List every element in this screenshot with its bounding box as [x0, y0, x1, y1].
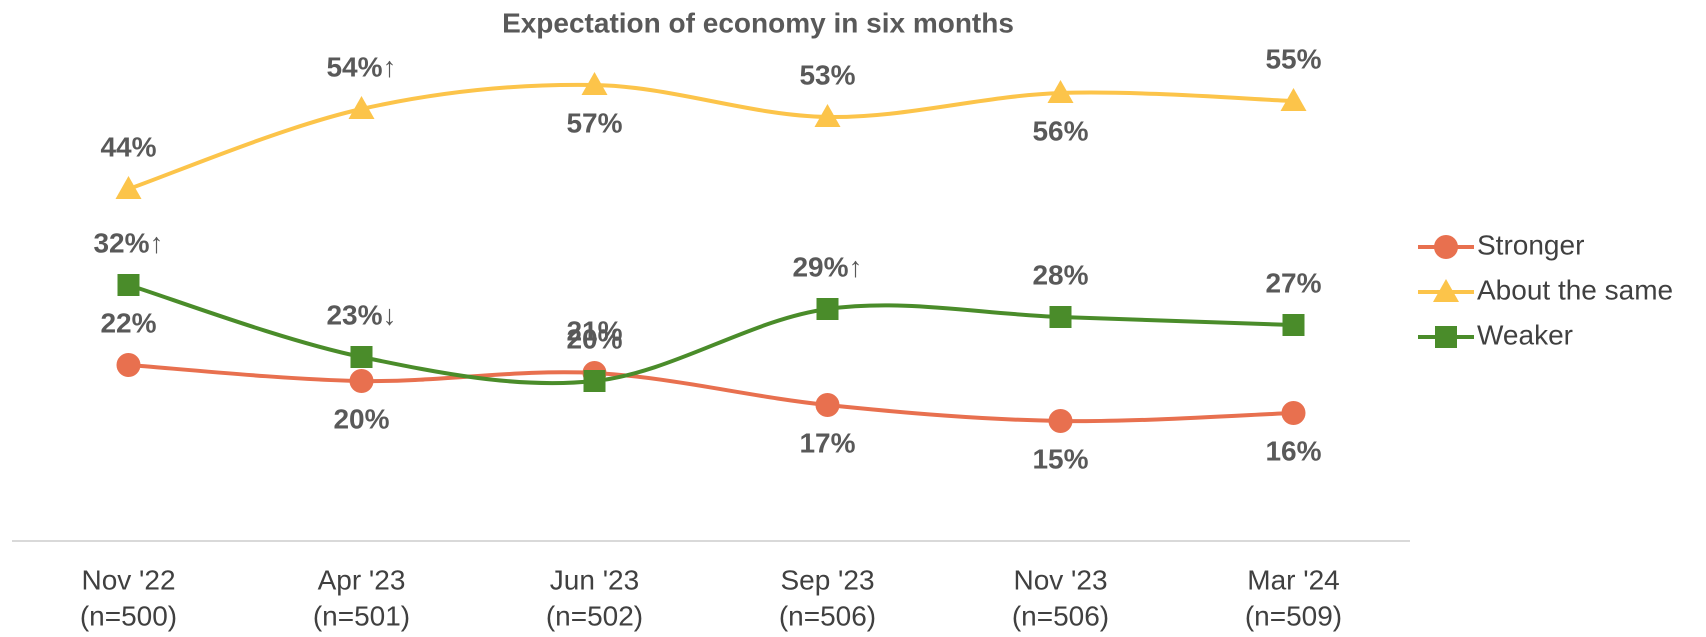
data-point [815, 393, 840, 417]
x-tick-sublabel: (n=501) [313, 600, 410, 631]
data-point [1047, 80, 1074, 103]
data-label: 28% [1032, 259, 1088, 290]
data-label: 27% [1265, 267, 1321, 298]
x-tick-sublabel: (n=502) [546, 600, 643, 631]
x-tick-label: Sep '23 [780, 564, 874, 595]
data-label: 29%↑ [792, 251, 862, 282]
data-label: 57% [566, 107, 622, 138]
legend-label: About the same [1477, 274, 1673, 305]
data-point [116, 353, 141, 377]
data-point [1282, 314, 1305, 336]
data-label: 16% [1265, 435, 1321, 466]
data-label: 15% [1032, 443, 1088, 474]
data-point [348, 96, 375, 119]
data-label: 54%↑ [326, 51, 396, 82]
data-label: 21% [566, 315, 622, 346]
legend-label: Weaker [1477, 319, 1573, 350]
data-label: 56% [1032, 115, 1088, 146]
chart-title: Expectation of economy in six months [502, 7, 1014, 38]
data-point [1280, 88, 1307, 111]
data-point [117, 274, 140, 296]
legend-marker [1433, 279, 1459, 302]
data-point [115, 176, 142, 199]
data-label: 20% [566, 323, 622, 354]
series-line [127, 82, 1294, 191]
data-label: 22% [100, 307, 156, 338]
series-line [127, 283, 1294, 386]
legend-marker [1435, 326, 1457, 348]
data-point [1049, 306, 1072, 328]
data-label: 55% [1265, 43, 1321, 74]
legend-label: Stronger [1477, 229, 1584, 260]
x-tick-label: Nov '23 [1013, 564, 1107, 595]
x-tick-sublabel: (n=506) [779, 600, 876, 631]
legend-marker [1434, 235, 1458, 259]
x-tick-label: Apr '23 [318, 564, 406, 595]
x-tick-sublabel: (n=500) [80, 600, 177, 631]
data-label: 17% [799, 427, 855, 458]
data-point [583, 370, 606, 392]
data-point [350, 346, 373, 368]
data-label: 53% [799, 59, 855, 90]
data-point [349, 369, 374, 393]
data-point [1281, 401, 1306, 425]
data-point [814, 104, 841, 127]
data-point [1048, 409, 1073, 433]
data-point [581, 72, 608, 95]
x-tick-label: Nov '22 [81, 564, 175, 595]
series-line [128, 363, 1294, 424]
data-label: 23%↓ [326, 299, 396, 330]
data-label: 44% [100, 131, 156, 162]
x-tick-sublabel: (n=509) [1245, 600, 1342, 631]
data-label: 32%↑ [93, 227, 163, 258]
data-point [816, 298, 839, 320]
data-label: 20% [333, 403, 389, 434]
x-tick-sublabel: (n=506) [1012, 600, 1109, 631]
x-tick-label: Mar '24 [1247, 564, 1340, 595]
x-tick-label: Jun '23 [550, 564, 639, 595]
